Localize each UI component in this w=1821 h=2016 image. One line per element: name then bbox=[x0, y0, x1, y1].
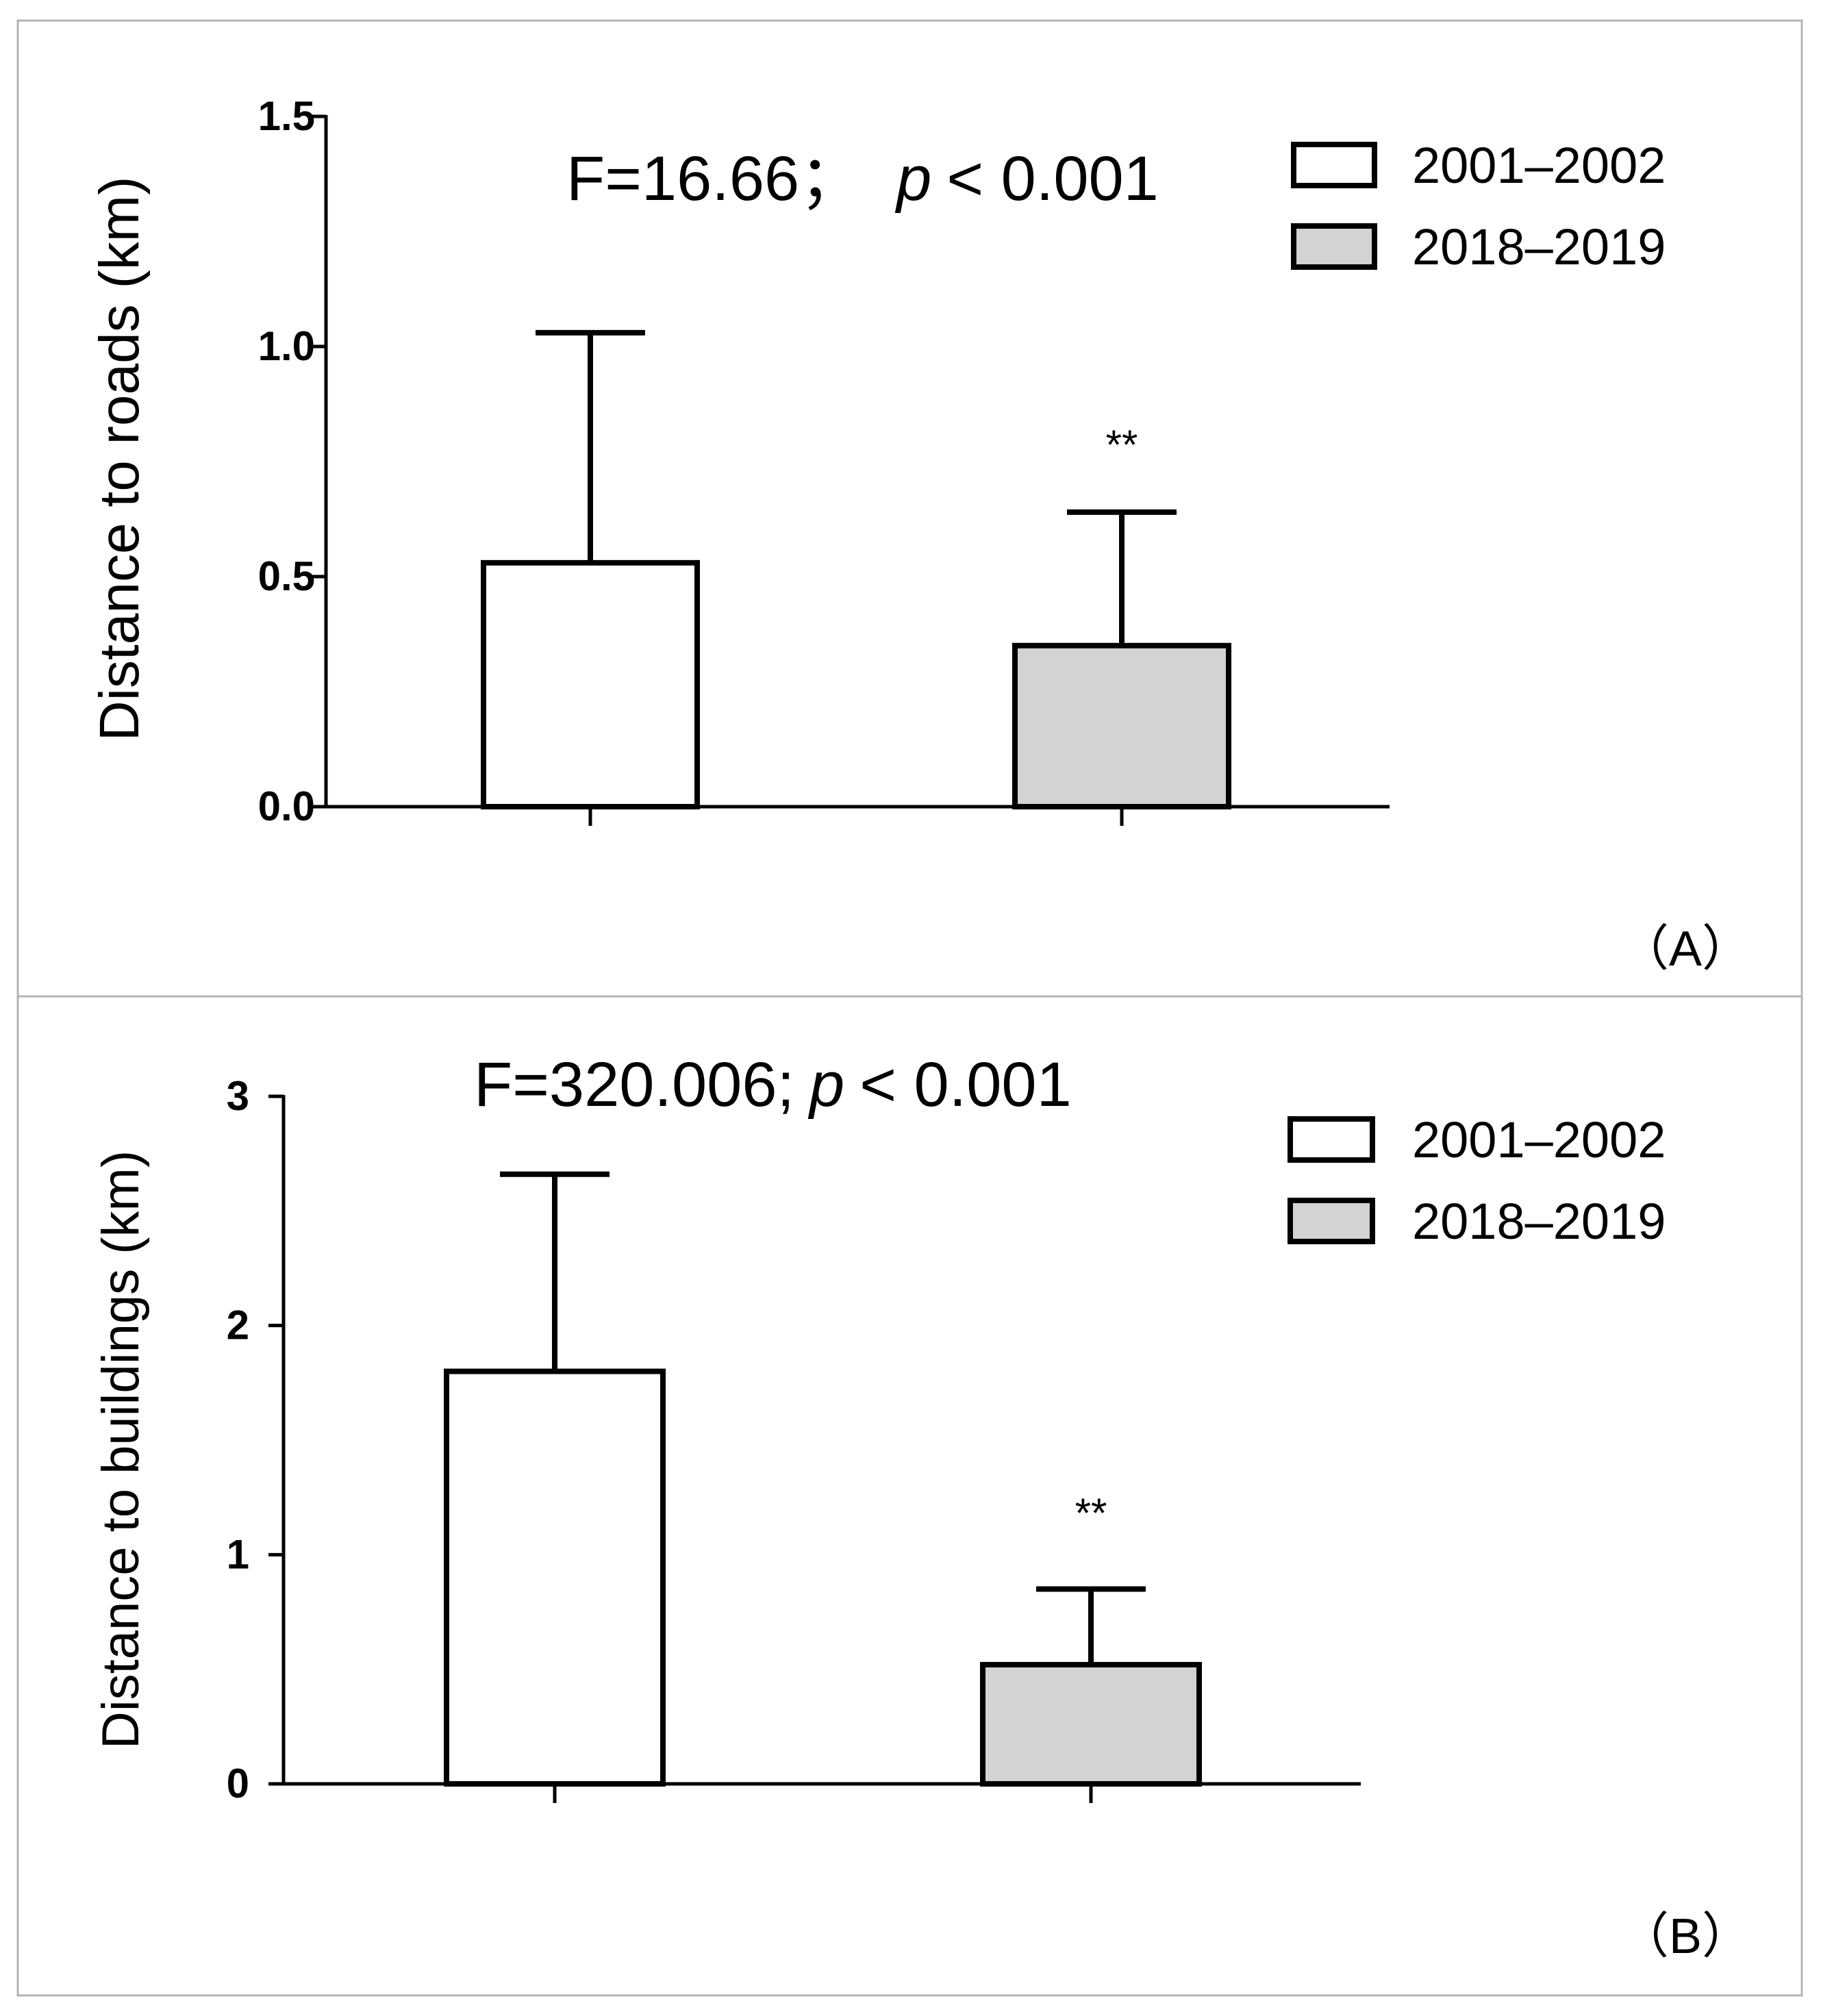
significance-label: ** bbox=[1106, 422, 1138, 468]
annotations-a: ** bbox=[1106, 422, 1138, 468]
y-ticks-b: 0 1 2 3 bbox=[227, 1073, 284, 1806]
y-tick-label: 0 bbox=[227, 1761, 249, 1806]
bars-a bbox=[481, 559, 1231, 810]
bar-2018-2019 bbox=[980, 1661, 1202, 1787]
legend-a: 2001–2002 2018–2019 bbox=[1291, 137, 1666, 275]
y-tick-label: 0.5 bbox=[258, 553, 315, 599]
y-ticks-a: 0.0 0.5 1.0 1.5 bbox=[258, 93, 326, 829]
legend-label: 2001–2002 bbox=[1412, 1111, 1666, 1168]
significance-label: ** bbox=[1075, 1490, 1107, 1536]
annotations-b: ** bbox=[1075, 1490, 1107, 1536]
error-bars-b bbox=[500, 1171, 1146, 1665]
stats-title-a: F=16.66； p < 0.001 bbox=[566, 144, 1159, 214]
panel-label-b: （B） bbox=[1620, 1909, 1751, 1964]
y-axis-title-b: Distance to buildings (km) bbox=[92, 1150, 150, 1749]
figure-frame bbox=[16, 19, 1803, 1997]
legend-b: 2001–2002 2018–2019 bbox=[1288, 1111, 1666, 1250]
y-tick-label: 1 bbox=[227, 1531, 249, 1577]
axes-b bbox=[281, 1095, 1361, 1786]
legend-swatch-2018-2019 bbox=[1291, 223, 1377, 270]
legend-swatch-2018-2019 bbox=[1288, 1198, 1375, 1244]
stats-rest-a: < 0.001 bbox=[946, 144, 1159, 214]
stats-p-b: p bbox=[807, 1050, 844, 1120]
y-tick-label: 2 bbox=[227, 1302, 249, 1348]
error-bars-a bbox=[536, 329, 1177, 646]
stats-f-b: F=320.006; bbox=[474, 1050, 794, 1120]
panel-a: 0.0 0.5 1.0 1.5 ** 2001–2002 2018–2019 Dista… bbox=[88, 93, 1751, 977]
bar-2001-2002 bbox=[481, 559, 700, 810]
y-axis-title-a: Distance to roads (km) bbox=[88, 177, 151, 742]
stats-p-a: p bbox=[894, 144, 931, 214]
panel-b: 0 1 2 3 ** 2001–2002 2018–2019 Distance to b… bbox=[92, 1050, 1751, 1964]
y-tick-label: 1.0 bbox=[258, 323, 315, 369]
legend-label: 2018–2019 bbox=[1412, 1193, 1666, 1250]
axes-a bbox=[324, 115, 1390, 809]
legend-swatch-2001-2002 bbox=[1291, 142, 1377, 188]
legend-label: 2018–2019 bbox=[1412, 218, 1666, 275]
y-tick-label: 3 bbox=[227, 1073, 249, 1119]
legend-swatch-2001-2002 bbox=[1288, 1116, 1375, 1163]
bar-2001-2002 bbox=[444, 1368, 666, 1787]
bars-b bbox=[444, 1368, 1202, 1787]
y-tick-label: 1.5 bbox=[258, 93, 315, 139]
x-ticks-a bbox=[588, 807, 1124, 826]
legend-label: 2001–2002 bbox=[1412, 137, 1666, 194]
stats-rest-b: < 0.001 bbox=[859, 1050, 1072, 1120]
stats-title-b: F=320.006; p < 0.001 bbox=[474, 1050, 1072, 1120]
x-ticks-b bbox=[553, 1784, 1093, 1803]
bar-2018-2019 bbox=[1012, 642, 1231, 809]
y-tick-label: 0.0 bbox=[258, 783, 315, 829]
stats-f-a: F=16.66； bbox=[566, 144, 862, 214]
panel-label-a: （A） bbox=[1620, 922, 1751, 977]
